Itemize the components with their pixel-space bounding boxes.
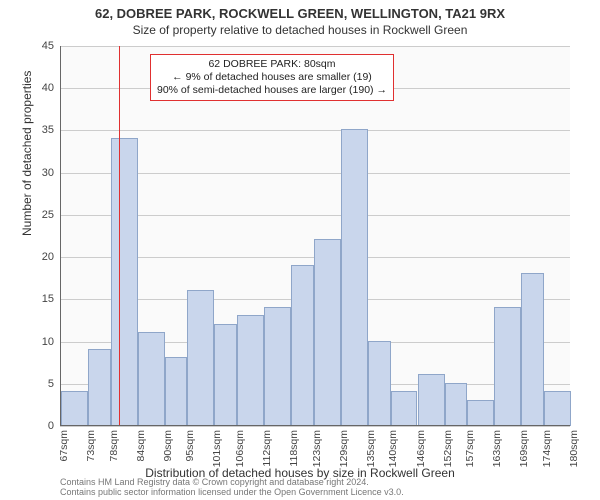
x-tick-label: 90sqm xyxy=(162,430,174,462)
chart-container: 62, DOBREE PARK, ROCKWELL GREEN, WELLING… xyxy=(0,0,600,500)
x-axis-line xyxy=(60,425,570,426)
x-tick-label: 157sqm xyxy=(464,430,476,467)
x-tick-label: 163sqm xyxy=(491,430,503,467)
y-tick-label: 10 xyxy=(42,336,60,348)
x-tick-label: 84sqm xyxy=(135,430,147,462)
y-tick-label: 25 xyxy=(42,209,60,221)
y-tick-label: 40 xyxy=(42,82,60,94)
x-tick-label: 95sqm xyxy=(184,430,196,462)
x-tick-label: 112sqm xyxy=(261,430,273,467)
x-tick-label: 180sqm xyxy=(568,430,580,467)
x-tick-label: 140sqm xyxy=(387,430,399,467)
x-tick-label: 118sqm xyxy=(288,430,300,467)
y-tick-label: 5 xyxy=(48,378,60,390)
x-tick-label: 152sqm xyxy=(442,430,454,467)
chart-subtitle: Size of property relative to detached ho… xyxy=(0,23,600,37)
x-tick-label: 67sqm xyxy=(58,430,70,462)
axes-layer xyxy=(60,46,570,426)
x-tick-label: 101sqm xyxy=(211,430,223,467)
y-tick-label: 35 xyxy=(42,124,60,136)
x-tick-label: 123sqm xyxy=(311,430,323,467)
attribution-line: Contains public sector information licen… xyxy=(60,488,404,498)
plot-area: 051015202530354045 67sqm73sqm78sqm84sqm9… xyxy=(60,46,570,426)
y-axis-label: Number of detached properties xyxy=(20,71,34,236)
x-tick-label: 146sqm xyxy=(415,430,427,467)
attribution: Contains HM Land Registry data © Crown c… xyxy=(60,478,404,498)
x-tick-label: 78sqm xyxy=(108,430,120,462)
y-tick-label: 20 xyxy=(42,251,60,263)
gridline xyxy=(60,426,570,427)
x-tick-label: 129sqm xyxy=(338,430,350,467)
y-tick-label: 15 xyxy=(42,293,60,305)
x-tick-label: 174sqm xyxy=(541,430,553,467)
x-tick-label: 106sqm xyxy=(234,430,246,467)
y-tick-label: 30 xyxy=(42,167,60,179)
x-tick-label: 73sqm xyxy=(85,430,97,462)
chart-title: 62, DOBREE PARK, ROCKWELL GREEN, WELLING… xyxy=(0,0,600,21)
x-tick-label: 135sqm xyxy=(365,430,377,467)
y-tick-label: 45 xyxy=(42,40,60,52)
y-axis-line xyxy=(60,46,61,426)
x-tick-label: 169sqm xyxy=(518,430,530,467)
